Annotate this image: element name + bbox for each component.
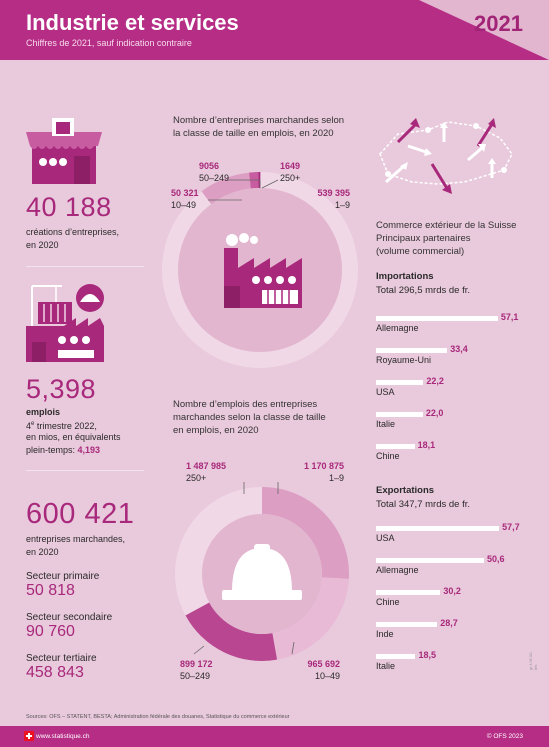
page-title: Industrie et services	[26, 10, 239, 35]
pie-chart-emplois	[175, 487, 349, 661]
pie2-label-10-49: 965 692 10–49	[307, 659, 340, 681]
pie1-slice-10-49	[201, 172, 251, 205]
pie2-label-250plus: 1 487 985 250+	[186, 461, 227, 483]
trade-bar-value: 57,7	[502, 522, 520, 532]
trade-title-3: (volume commercial)	[376, 246, 465, 257]
document-code: gr-f-06.00-bfs	[528, 651, 538, 670]
entreprises-value: 600 421	[26, 498, 135, 530]
trade-bar-country: Royaume-Uni	[376, 355, 432, 365]
pie2-label-50-249: 899 172 50–249	[180, 659, 213, 681]
trade-bar	[376, 444, 415, 449]
sources-note: Sources: OFS – STATENT, BESTA; Administr…	[26, 714, 290, 720]
trade-bar-country: Chine	[376, 451, 400, 461]
pie2-title-3: en emplois, en 2020	[173, 425, 259, 436]
trade-bar-country: Allemagne	[376, 565, 419, 575]
pie2-title-1: Nombre d’emplois des entreprises	[173, 399, 318, 410]
sector-secondary-name: Secteur secondaire	[26, 612, 113, 623]
footer-copyright: © OFS 2023	[486, 733, 523, 740]
pie2-label-1-9: 1 170 875 1–9	[303, 461, 344, 483]
pie2-slice-10-49	[272, 577, 349, 660]
trade-bar	[376, 654, 416, 659]
left-divider-1	[26, 266, 144, 267]
imports-total: Total 296,5 mrds de fr.	[376, 285, 470, 296]
pie1-label-539395: 539 395 1–9	[317, 188, 350, 210]
trade-bar-value: 30,2	[443, 586, 461, 596]
sector-secondary-value: 90 760	[26, 623, 75, 640]
trade-bar	[376, 348, 448, 353]
trade-bar-country: Allemagne	[376, 323, 419, 333]
pie2-title-2: marchandes selon la classe de taille	[173, 412, 326, 423]
footer-bar: www.statistique.ch © OFS 2023	[0, 726, 549, 747]
trade-bar-value: 28,7	[440, 618, 458, 628]
exports-heading: Exportations	[376, 485, 435, 496]
emplois-unit: en mios, en équivalents	[26, 432, 121, 442]
emplois-fte: plein-temps: 4,193	[26, 445, 101, 455]
pie1-label-50321: 50 321 10–49	[171, 188, 199, 210]
trade-bar-value: 22,2	[426, 376, 444, 386]
creations-value: 40 188	[26, 192, 112, 222]
pie1-title-2: la classe de taille en emplois, en 2020	[173, 128, 334, 139]
creations-label-2: en 2020	[26, 240, 59, 250]
pie1-label-1649: 1649 250+	[280, 161, 301, 183]
left-divider-2	[26, 470, 144, 471]
trade-bar-value: 18,1	[417, 440, 436, 450]
trade-bar-value: 22,0	[425, 408, 444, 418]
emplois-quarter: 4e trimestre 2022,	[26, 421, 97, 431]
hardhat-icon	[222, 544, 302, 600]
trade-bar-country: Chine	[376, 597, 400, 607]
trade-bar-country: USA	[376, 533, 395, 543]
page-subtitle: Chiffres de 2021, sauf indication contra…	[26, 38, 192, 48]
trade-bar-country: Inde	[376, 629, 394, 639]
pie2-slice-50-249	[185, 602, 278, 661]
header-banner: Industrie et services Chiffres de 2021, …	[0, 0, 549, 60]
trade-bar-value: 50,6	[486, 554, 505, 564]
exports-total: Total 347,7 mrds de fr.	[376, 499, 470, 510]
pie1-title-1: Nombre d’entreprises marchandes selon	[173, 115, 345, 126]
trade-title-1: Commerce extérieur de la Suisse	[376, 220, 517, 231]
trade-bar-value: 33,4	[450, 344, 468, 354]
entreprises-label-2: en 2020	[26, 547, 59, 557]
trade-bar	[376, 558, 484, 563]
trade-bar-value: 57,1	[500, 312, 519, 322]
factory-icon	[224, 233, 302, 308]
pie1-leaders	[208, 179, 279, 201]
trade-bar	[376, 316, 498, 321]
pie2-leaders	[193, 482, 295, 655]
trade-bar	[376, 622, 438, 627]
sector-tertiary-value: 458 843	[26, 664, 84, 681]
trade-bar	[376, 380, 424, 385]
page-year: 2021	[474, 11, 523, 36]
trade-bar-country: USA	[376, 387, 395, 397]
shop-icon	[26, 118, 102, 184]
pie2-slice-250-	[175, 487, 262, 616]
creations-label-1: créations d’entreprises,	[26, 227, 120, 237]
emplois-label: emplois	[26, 407, 61, 417]
trade-bar-country: Italie	[376, 661, 396, 671]
factory-container-icon	[26, 284, 104, 362]
pie2-slice-1-9	[262, 487, 349, 579]
swiss-flag-icon	[24, 731, 34, 741]
trade-bar-value: 18,5	[418, 650, 436, 660]
sector-primary-value: 50 818	[26, 582, 75, 599]
sector-tertiary-name: Secteur tertiaire	[26, 653, 97, 664]
trade-bar	[376, 526, 500, 531]
footer-url[interactable]: www.statistique.ch	[36, 733, 90, 740]
header-wedge	[419, 0, 549, 60]
pie1-label-9056: 9056 50–249	[199, 161, 230, 183]
trade-bar	[376, 412, 423, 417]
trade-bar	[376, 590, 441, 595]
imports-heading: Importations	[376, 271, 434, 282]
entreprises-label-1: entreprises marchandes,	[26, 534, 126, 544]
emplois-value: 5,398	[26, 374, 97, 404]
sector-primary-name: Secteur primaire	[26, 571, 100, 582]
trade-arrows-icon	[379, 118, 513, 194]
trade-bar-country: Italie	[376, 419, 396, 429]
trade-title-2: Principaux partenaires	[376, 233, 471, 244]
